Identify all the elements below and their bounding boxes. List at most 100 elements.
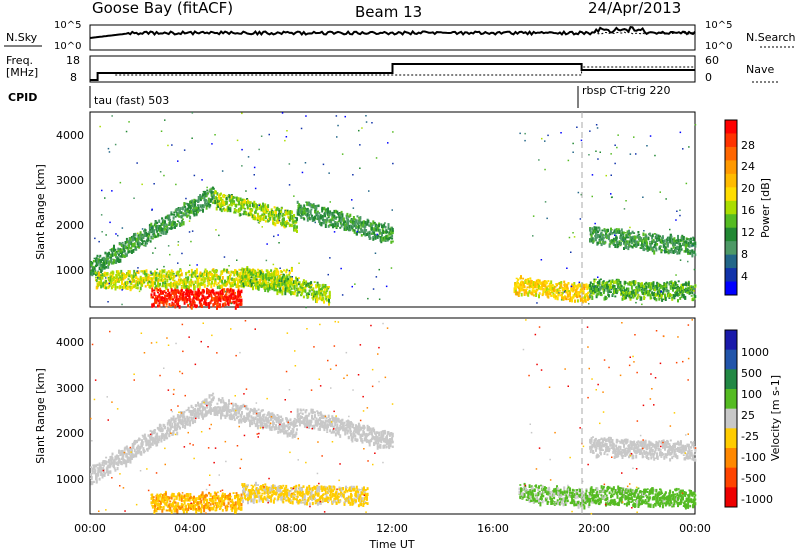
heat-cell xyxy=(310,208,313,211)
heat-cell xyxy=(522,289,525,292)
heat-cell xyxy=(617,279,620,283)
heat-cell xyxy=(356,225,359,228)
heat-cell xyxy=(163,297,166,302)
heat-cell xyxy=(328,286,330,288)
heat-cell xyxy=(665,283,668,288)
heat-cell xyxy=(250,208,253,210)
scatter-cell xyxy=(344,115,346,118)
scatter-cell xyxy=(580,139,583,142)
heat-cell xyxy=(175,280,178,284)
heat-cell xyxy=(217,409,220,412)
heat-cell xyxy=(299,287,302,291)
heat-cell xyxy=(239,295,242,298)
heat-cell xyxy=(120,457,123,461)
heat-cell xyxy=(325,290,328,292)
heat-cell xyxy=(111,285,114,287)
heat-cell xyxy=(678,286,681,291)
heat-cell xyxy=(689,252,692,255)
heat-cell xyxy=(600,294,603,297)
heat-cell xyxy=(332,223,334,229)
heat-cell xyxy=(119,248,122,251)
heat-cell xyxy=(115,454,118,458)
heat-cell xyxy=(550,280,553,284)
heat-cell xyxy=(544,284,547,288)
heat-cell xyxy=(103,266,106,270)
heat-cell xyxy=(217,204,220,208)
heat-cell xyxy=(280,282,282,287)
heat-cell xyxy=(296,200,299,204)
heat-cell xyxy=(206,287,208,290)
scatter-cell xyxy=(610,288,613,291)
heat-cell xyxy=(195,211,198,216)
heat-cell xyxy=(517,282,520,285)
heat-cell xyxy=(391,234,394,238)
heat-cell xyxy=(524,279,527,284)
heat-cell xyxy=(100,267,103,270)
heat-cell xyxy=(157,233,160,237)
heat-cell xyxy=(117,270,120,275)
heat-cell xyxy=(130,250,133,254)
heat-cell xyxy=(136,452,139,455)
heat-cell xyxy=(151,430,153,436)
heat-cell xyxy=(157,439,160,444)
heat-cell xyxy=(222,302,225,307)
heat-cell xyxy=(543,281,546,284)
heat-cell xyxy=(670,294,673,297)
heat-cell xyxy=(514,288,517,291)
heat-cell xyxy=(517,278,520,281)
heat-cell xyxy=(573,282,576,286)
heat-cell xyxy=(147,237,150,241)
scatter-cell xyxy=(119,181,122,184)
heat-cell xyxy=(150,235,153,240)
heat-cell xyxy=(243,199,246,203)
heat-cell xyxy=(159,293,162,296)
heat-cell xyxy=(174,304,177,309)
heat-cell xyxy=(383,223,386,228)
scatter-cell xyxy=(333,231,336,233)
heat-cell xyxy=(599,240,602,244)
heat-cell xyxy=(659,240,662,244)
heat-cell xyxy=(139,277,142,281)
heat-cell xyxy=(537,282,540,286)
heat-cell xyxy=(623,295,625,300)
heat-cell xyxy=(666,281,669,284)
heat-cell xyxy=(605,235,608,240)
heat-cell xyxy=(137,280,140,283)
heat-cell xyxy=(565,297,568,301)
heat-cell xyxy=(303,204,306,209)
heat-cell xyxy=(220,208,223,213)
heat-cell xyxy=(345,227,347,229)
heat-cell xyxy=(387,223,390,228)
heat-cell xyxy=(209,407,212,411)
heat-cell xyxy=(163,223,166,227)
heat-cell xyxy=(617,228,620,231)
heat-cell xyxy=(157,299,160,303)
heat-cell xyxy=(636,234,639,238)
heat-cell xyxy=(373,227,376,231)
heat-cell xyxy=(176,431,179,436)
heat-cell xyxy=(152,303,155,307)
heat-cell xyxy=(120,244,123,248)
heat-cell xyxy=(374,235,377,240)
heat-cell xyxy=(141,283,144,287)
heat-cell xyxy=(306,217,309,222)
heat-cell xyxy=(175,209,178,213)
heat-cell xyxy=(100,269,103,272)
heat-cell xyxy=(227,271,230,274)
heat-cell xyxy=(584,294,587,299)
heat-cell xyxy=(297,282,300,286)
heat-cell xyxy=(232,271,235,274)
heat-cell xyxy=(667,290,670,292)
heat-cell xyxy=(590,294,593,297)
heat-cell xyxy=(103,271,106,274)
heat-cell xyxy=(102,260,105,264)
heat-cell xyxy=(521,288,524,292)
heat-cell xyxy=(568,290,571,292)
heat-cell xyxy=(285,224,288,228)
heat-cell xyxy=(219,274,222,277)
heat-cell xyxy=(238,418,241,421)
heat-cell xyxy=(676,251,679,255)
heat-cell xyxy=(220,415,222,420)
heat-cell xyxy=(653,292,656,296)
heat-cell xyxy=(153,438,156,441)
